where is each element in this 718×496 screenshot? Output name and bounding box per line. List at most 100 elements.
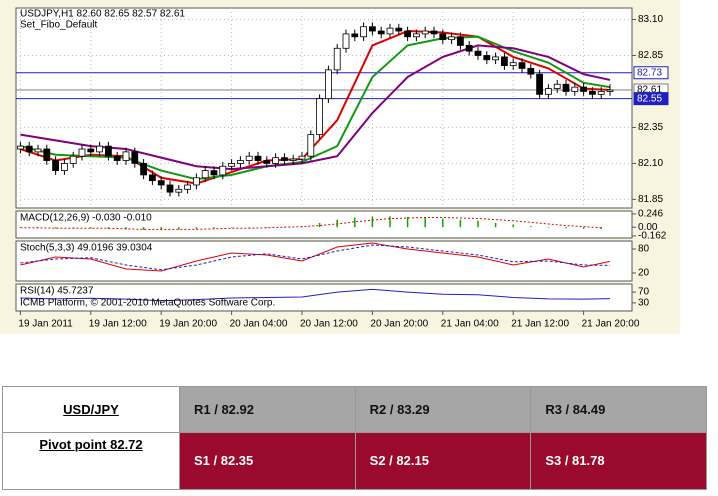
chart: 81.85 82.10 82.35 82.85 83.10 19 Jan 2011 19 J… <box>0 0 680 334</box>
candle-body <box>342 33 350 49</box>
candle-body <box>122 151 130 161</box>
candle-body <box>34 148 42 153</box>
x-tick-label: 20 Jan 12:00 <box>300 319 358 330</box>
s1: S1 / 82.35 <box>179 431 356 491</box>
panel-title: Stoch(5,3,3) 49.0196 39.0304 <box>20 243 153 254</box>
candle-body <box>175 188 183 193</box>
candle-body <box>289 158 297 161</box>
candle-body <box>254 155 262 161</box>
candle-body <box>324 69 332 100</box>
candle-body <box>210 170 218 176</box>
candle-body <box>571 86 579 92</box>
plot-area <box>15 7 633 209</box>
candle-body <box>509 62 517 66</box>
candle-body <box>245 155 253 161</box>
candle-body <box>395 27 403 32</box>
pivot: Pivot point 82.72 <box>39 436 143 452</box>
candle-body <box>351 33 359 38</box>
panel-subtitle: ICMB Platform, © 2001-2010 MetaQuotes So… <box>20 298 275 309</box>
candle-body <box>263 160 271 164</box>
candle-body <box>131 151 139 164</box>
level-tag <box>633 66 669 80</box>
plot-area <box>15 240 633 282</box>
y-tick-label: 83.10 <box>638 14 663 25</box>
candle-body <box>52 160 59 171</box>
candle-body <box>465 45 473 52</box>
candle-body <box>553 83 561 89</box>
candle-body <box>448 36 456 41</box>
macd-signal <box>20 216 602 230</box>
macd-bar <box>371 216 374 228</box>
candle-body <box>298 155 306 160</box>
s3: S3 / 81.78 <box>530 431 707 491</box>
macd-bar <box>230 227 233 228</box>
macd-bar <box>125 227 127 230</box>
macd-bar <box>565 227 567 229</box>
chart-subtitle: Set_Fibo_Default <box>20 20 97 31</box>
panel-title: RSI(14) 45.7237 <box>20 286 94 297</box>
y-tick-label: -0.162 <box>638 231 667 242</box>
macd-bar <box>248 227 250 228</box>
x-tick-label: 21 Jan 12:00 <box>511 319 569 330</box>
candle-body <box>201 170 209 179</box>
candle-body <box>483 55 491 61</box>
support-row: Pivot point 82.72 S1 / 82.35 S2 / 82.15 … <box>2 431 707 491</box>
y-tick-label: 20 <box>638 268 650 279</box>
level-label: 82.55 <box>637 93 662 104</box>
candle-body <box>157 180 165 186</box>
candle-body <box>43 148 51 161</box>
r2: R2 / 83.29 <box>354 386 532 433</box>
pair-cell: USD/JPY <box>2 386 180 433</box>
macd-bar <box>54 227 57 229</box>
candle-body <box>597 91 605 95</box>
candle-body <box>105 145 112 157</box>
x-tick-label: 19 Jan 12:00 <box>89 319 147 330</box>
y-tick-label: 70 <box>638 287 650 298</box>
candle-body <box>113 155 121 161</box>
candle-body <box>606 89 614 92</box>
candle-body <box>500 56 508 66</box>
macd-bar <box>266 227 268 228</box>
candle-body <box>430 30 438 35</box>
candle-body <box>280 157 288 161</box>
macd-bar <box>547 227 550 228</box>
level-tag <box>633 92 669 106</box>
candle-body <box>412 33 420 38</box>
candle-body <box>386 27 394 35</box>
macd-bar <box>354 217 356 228</box>
indicator-line <box>20 288 611 302</box>
candle-body <box>140 162 148 176</box>
candle-body <box>580 86 587 92</box>
macd-bar <box>318 222 321 228</box>
y-tick-label: 0.00 <box>638 222 658 233</box>
macd-bar <box>72 227 74 228</box>
macd-bar <box>424 217 426 228</box>
candle-body <box>421 30 429 35</box>
candle-body <box>192 177 200 186</box>
candle-body <box>228 162 236 167</box>
macd-bar <box>213 227 215 229</box>
level-label: 82.73 <box>637 67 662 78</box>
macd-bar <box>178 227 180 230</box>
macd-bar <box>195 227 198 229</box>
candle-body <box>404 30 412 38</box>
macd-bar <box>582 227 585 229</box>
candle-body <box>536 73 543 95</box>
level-label: 82.61 <box>637 85 662 96</box>
macd-bar <box>442 218 444 228</box>
candle-body <box>61 162 68 171</box>
pair: USD/JPY <box>63 401 119 417</box>
plot-area <box>15 283 633 312</box>
candle-body <box>219 165 227 176</box>
candle-body <box>439 33 447 41</box>
macd-bar <box>336 219 338 228</box>
s2: S2 / 82.15 <box>354 431 532 491</box>
indicator-line <box>20 244 611 271</box>
pivot-table: USD/JPY R1 / 82.92 R2 / 83.29 R3 / 84.49… <box>2 386 707 491</box>
y-tick-label: 82.35 <box>638 122 663 133</box>
macd-bar <box>512 224 514 228</box>
candle-body <box>377 30 385 35</box>
candle-body <box>492 56 500 61</box>
candle-body <box>527 68 535 75</box>
pivot-cell: Pivot point 82.72 <box>2 431 180 491</box>
